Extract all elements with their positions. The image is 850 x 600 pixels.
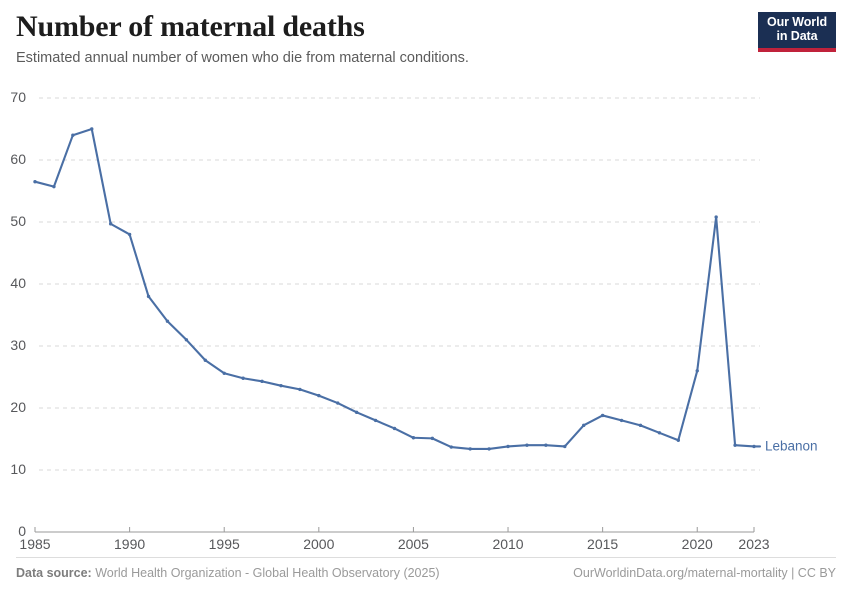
x-tick-1990: 1990 [114, 536, 145, 552]
data-point[interactable] [752, 444, 756, 449]
data-point[interactable] [90, 127, 94, 131]
data-point[interactable] [127, 232, 132, 237]
x-tick-2010: 2010 [492, 536, 523, 552]
data-point[interactable] [33, 180, 37, 184]
data-point[interactable] [563, 444, 567, 449]
chart-header: Number of maternal deaths Estimated annu… [16, 10, 756, 67]
x-tick-1995: 1995 [209, 536, 240, 552]
data-point[interactable] [222, 371, 226, 375]
data-point[interactable] [676, 438, 681, 442]
data-point[interactable] [108, 222, 113, 226]
data-point[interactable] [525, 443, 529, 447]
footer-divider [16, 557, 836, 558]
data-point[interactable] [506, 444, 510, 449]
x-tick-2020: 2020 [682, 536, 713, 552]
y-tick-20: 20 [10, 399, 26, 415]
data-source: Data source: World Health Organization -… [16, 566, 440, 580]
data-point[interactable] [71, 133, 75, 137]
series-lebanon[interactable] [33, 127, 756, 451]
data-point[interactable] [146, 294, 151, 299]
y-tick-70: 70 [10, 89, 26, 105]
data-source-label: Data source: [16, 566, 92, 580]
data-point[interactable] [468, 447, 472, 451]
logo-line-2: in Data [776, 28, 818, 43]
data-point[interactable] [619, 418, 624, 423]
y-tick-40: 40 [10, 275, 26, 291]
data-point[interactable] [582, 423, 586, 428]
data-point[interactable] [411, 436, 416, 440]
series-line-lebanon[interactable] [33, 127, 756, 450]
series-end-label: Lebanon [752, 439, 818, 454]
x-tick-1985: 1985 [19, 536, 50, 552]
page-title: Number of maternal deaths [16, 10, 365, 43]
y-tick-60: 60 [10, 151, 26, 167]
data-point[interactable] [544, 443, 548, 447]
data-point[interactable] [260, 379, 264, 384]
data-point[interactable] [184, 338, 189, 342]
data-point[interactable] [373, 418, 378, 423]
data-point[interactable] [279, 383, 283, 388]
data-point[interactable] [657, 431, 662, 435]
y-tick-30: 30 [10, 337, 26, 353]
y-tick-50: 50 [10, 213, 26, 229]
y-tick-10: 10 [10, 461, 26, 477]
data-source-text: World Health Organization - Global Healt… [91, 566, 440, 580]
x-tick-2000: 2000 [303, 536, 334, 552]
logo-line-1: Our World [767, 15, 827, 29]
data-point[interactable] [354, 410, 359, 415]
data-point[interactable] [392, 426, 397, 431]
data-point[interactable] [203, 358, 207, 362]
y-tick-0: 0 [18, 523, 26, 539]
chart-footer: Data source: World Health Organization -… [16, 566, 836, 580]
data-point[interactable] [638, 423, 643, 428]
attribution-link[interactable]: OurWorldinData.org/maternal-mortality | … [573, 566, 836, 580]
y-axis-tick-labels: 0 10 20 30 40 50 60 70 [10, 89, 26, 539]
data-point[interactable] [165, 319, 170, 323]
x-tick-2005: 2005 [398, 536, 429, 552]
x-axis-group [34, 527, 755, 533]
data-point[interactable] [52, 184, 56, 189]
data-point[interactable] [430, 436, 435, 441]
data-point[interactable] [487, 447, 491, 451]
chart-subtitle: Estimated annual number of women who die… [16, 50, 469, 66]
gridlines-group [39, 97, 760, 471]
data-point[interactable] [336, 401, 340, 405]
our-world-in-data-logo[interactable]: Our World in Data [758, 12, 836, 52]
x-axis-tick-labels: 1985 1990 1995 2000 2005 2010 2015 2020 2023 [19, 536, 769, 552]
data-point[interactable] [733, 443, 737, 447]
data-point[interactable] [714, 215, 718, 219]
data-point[interactable] [695, 369, 699, 373]
data-point[interactable] [600, 413, 605, 418]
data-point[interactable] [317, 393, 321, 398]
data-point[interactable] [241, 376, 245, 380]
data-point[interactable] [298, 387, 302, 392]
data-point[interactable] [449, 445, 453, 449]
x-tick-2015: 2015 [587, 536, 618, 552]
series-label-lebanon[interactable]: Lebanon [765, 439, 818, 454]
x-tick-2023: 2023 [738, 536, 769, 552]
